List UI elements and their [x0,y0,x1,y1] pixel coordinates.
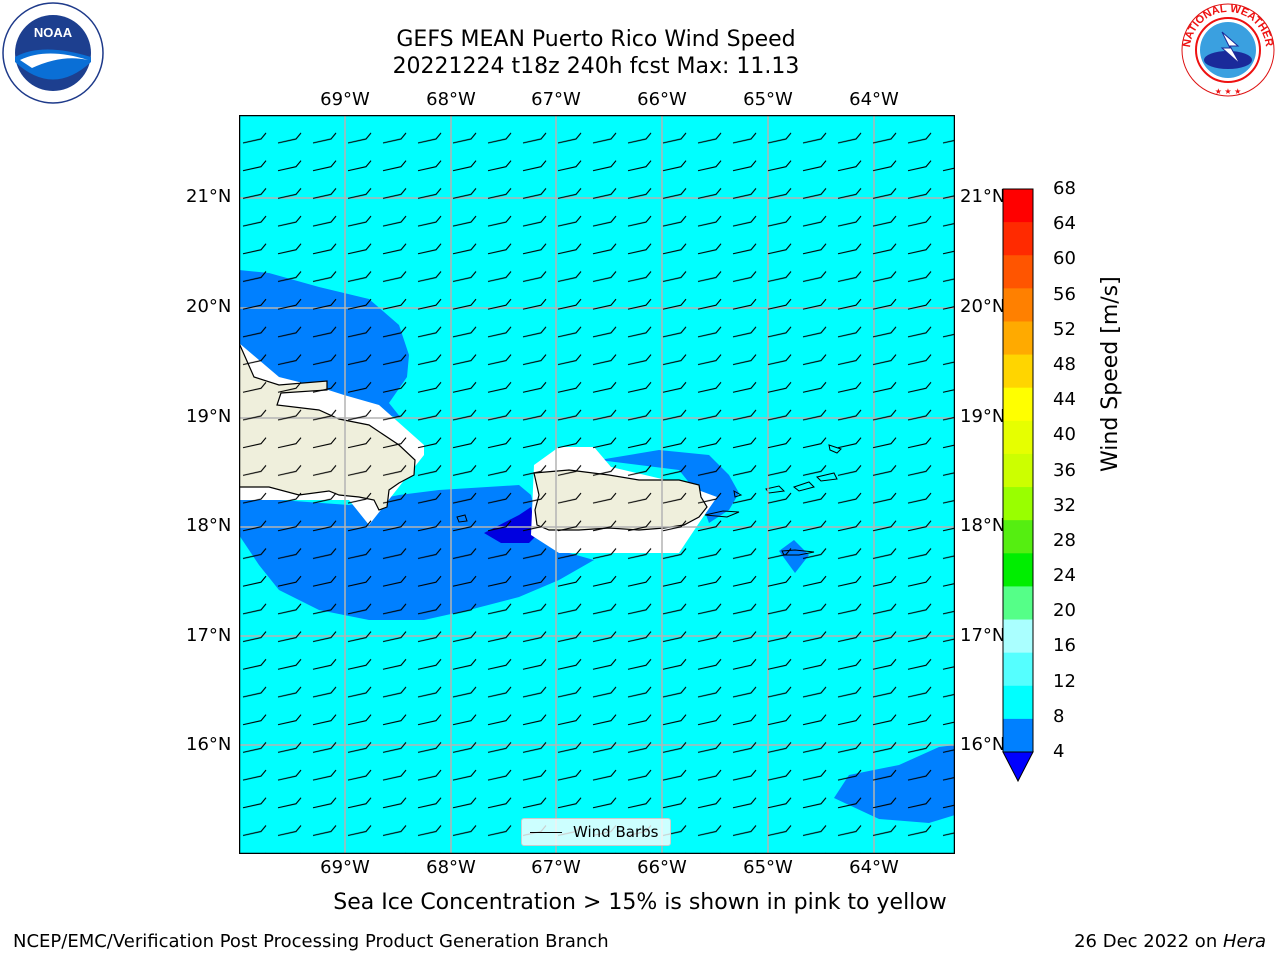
lat-label: 20°N [186,296,232,317]
lat-label: 21°N [186,186,232,207]
lon-label: 67°W [531,857,581,878]
colorbar-band [1003,520,1033,554]
wind-barb-legend-line [530,832,562,833]
colorbar-band [1003,619,1033,654]
lat-label: 18°N [960,515,1006,536]
colorbar-tick-label: 24 [1053,565,1076,587]
legend-label: Wind Barbs [573,823,659,841]
lat-label: 17°N [960,625,1006,646]
noaa-logo-icon: NOAA [2,2,104,104]
lat-label: 16°N [186,734,232,755]
colorbar-band [1003,255,1033,289]
lon-label: 64°W [849,857,899,878]
colorbar-band [1003,321,1033,356]
colorbar-tick-label: 56 [1053,283,1076,305]
colorbar-band [1003,453,1033,488]
footer-date: 26 Dec 2022 on Hera [1074,931,1266,952]
colorbar-tick-label: 44 [1053,389,1076,411]
colorbar [1002,188,1034,783]
colorbar-band [1003,288,1033,322]
colorbar-tick-label: 40 [1053,424,1076,446]
lon-label: 66°W [637,857,687,878]
wind-barbs [239,115,955,854]
svg-text:★ ★ ★: ★ ★ ★ [1215,87,1242,96]
colorbar-tick-label: 52 [1053,318,1076,340]
colorbar-band [1003,222,1033,256]
colorbar-band [1003,487,1033,521]
colorbar-band [1003,718,1033,753]
colorbar-tick-label: 8 [1053,705,1065,727]
colorbar-frame [1002,188,1034,753]
lon-label: 65°W [743,857,793,878]
colorbar-band [1003,189,1033,223]
sea-ice-caption: Sea Ice Concentration > 15% is shown in … [333,890,947,915]
colorbar-tick-label: 28 [1053,529,1076,551]
svg-text:NOAA: NOAA [34,25,73,40]
lon-label: 68°W [426,89,476,110]
colorbar-tick-label: 60 [1053,248,1076,270]
colorbar-band [1003,685,1033,720]
colorbar-band [1003,420,1033,455]
lat-label: 19°N [186,406,232,427]
lon-label: 69°W [320,857,370,878]
colorbar-band [1003,354,1033,389]
map-legend: Wind Barbs [521,818,671,846]
lon-label: 69°W [320,89,370,110]
colorbar-tick-label: 4 [1053,741,1065,762]
map-frame [239,115,955,854]
colorbar-band [1003,652,1033,687]
lon-label: 64°W [849,89,899,110]
chart-subtitle: 20221224 t18z 240h fcst Max: 11.13 [392,54,800,79]
lat-label: 17°N [186,625,232,646]
lat-label: 18°N [186,515,232,536]
lat-label: 16°N [960,734,1006,755]
colorbar-band [1003,387,1033,422]
colorbar-label: Wind Speed [m/s] [1098,276,1123,472]
lat-label: 20°N [960,296,1006,317]
colorbar-tick-label: 48 [1053,353,1076,375]
lat-label: 19°N [960,406,1006,427]
colorbar-tick-label: 68 [1053,178,1076,199]
lon-label: 66°W [637,89,687,110]
lon-label: 67°W [531,89,581,110]
chart-title: GEFS MEAN Puerto Rico Wind Speed [396,27,796,52]
footer-machine: Hera [1222,931,1266,952]
colorbar-tick-label: 20 [1053,600,1076,622]
lon-label: 65°W [743,89,793,110]
footer-org: NCEP/EMC/Verification Post Processing Pr… [13,931,609,952]
lat-label: 21°N [960,186,1006,207]
colorbar-band [1003,553,1033,587]
colorbar-tick-label: 36 [1053,459,1076,481]
colorbar-band [1003,586,1033,621]
colorbar-tick-label: 16 [1053,635,1076,657]
nws-logo-icon: NATIONAL WEATHER SERVICE ★ ★ ★ [1178,2,1275,97]
colorbar-tick-label: 12 [1053,670,1076,692]
colorbar-under-arrow [1002,751,1034,783]
lon-label: 68°W [426,857,476,878]
colorbar-tick-label: 64 [1053,213,1076,235]
colorbar-tick-label: 32 [1053,494,1076,516]
wind-speed-map [239,115,955,854]
